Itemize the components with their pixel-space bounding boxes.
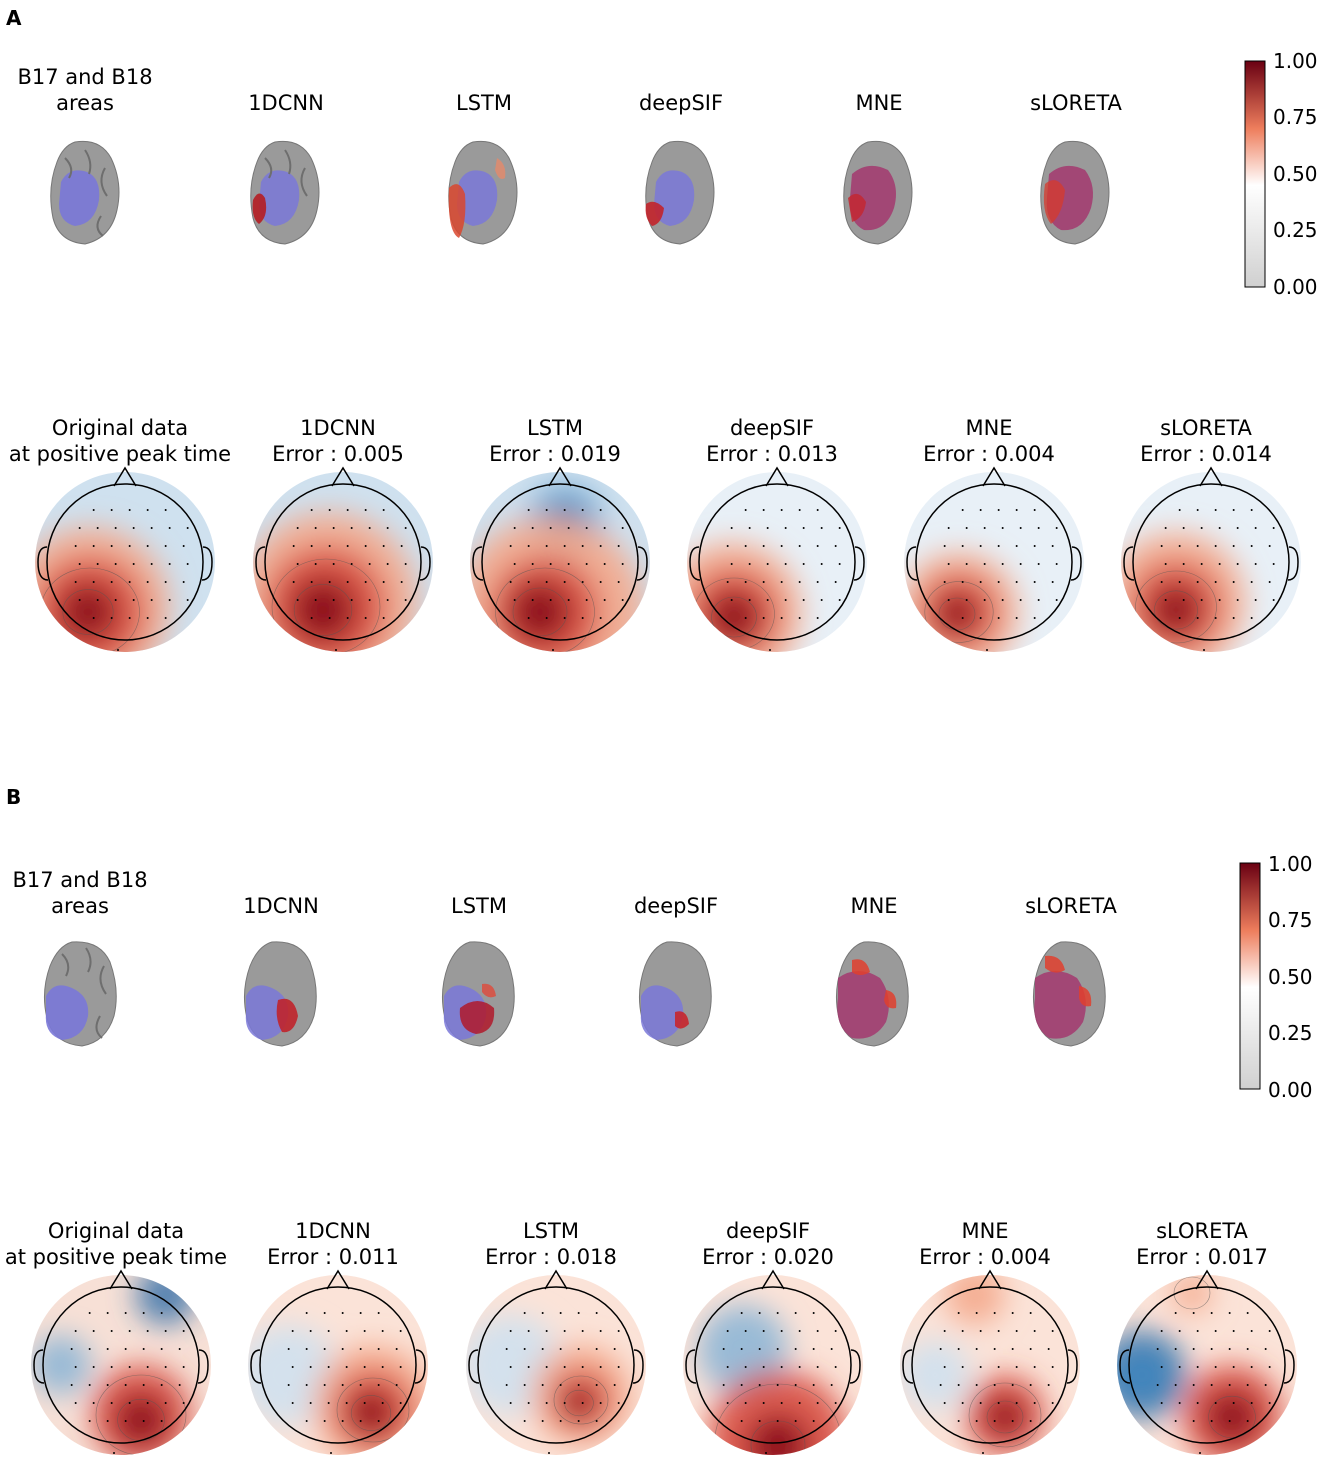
brain-title-sloreta: sLORETA xyxy=(1025,894,1117,918)
brain-ground-truth xyxy=(44,941,117,1047)
brain-sloreta xyxy=(1033,941,1106,1047)
topomap-lstm-a xyxy=(470,466,650,652)
brain-title-line1: B17 and B18 xyxy=(12,868,148,892)
brain-1dcnn xyxy=(244,941,317,1047)
topo-title-lstm: LSTM Error : 0.018 xyxy=(485,1218,617,1270)
colorbar-a-tick-4: 0.25 xyxy=(1273,218,1318,242)
topo-title-original: Original data at positive peak time xyxy=(9,415,231,467)
topo-title-original: Original data at positive peak time xyxy=(5,1218,227,1270)
topo-title-line2: Error : 0.017 xyxy=(1136,1245,1268,1269)
brain-title-line2: areas xyxy=(56,91,114,115)
topo-title-line1: sLORETA xyxy=(1160,416,1252,440)
topomap-1dcnn-a xyxy=(253,466,433,652)
topo-title-line1: MNE xyxy=(961,1219,1009,1243)
topomap-sloreta-b xyxy=(1117,1269,1297,1455)
brain-1dcnn xyxy=(250,140,320,245)
brain-title-sloreta: sLORETA xyxy=(1030,91,1122,115)
topo-title-deepsif: deepSIF Error : 0.013 xyxy=(706,415,838,467)
topo-title-line1: MNE xyxy=(965,416,1013,440)
brain-title-1dcnn: 1DCNN xyxy=(248,91,324,115)
brain-title-deepsif: deepSIF xyxy=(633,894,719,918)
brain-lstm xyxy=(442,941,515,1047)
brain-mne xyxy=(836,941,909,1047)
topo-title-line1: deepSIF xyxy=(729,416,815,440)
topo-title-line1: Original data xyxy=(47,1219,185,1243)
topo-title-sloreta: sLORETA Error : 0.014 xyxy=(1140,415,1272,467)
topo-title-line1: sLORETA xyxy=(1156,1219,1248,1243)
topo-title-line1: deepSIF xyxy=(725,1219,811,1243)
brain-lstm xyxy=(448,140,518,245)
brain-title-line1: B17 and B18 xyxy=(17,65,153,89)
topo-title-line1: 1DCNN xyxy=(295,1219,371,1243)
topo-title-line1: LSTM xyxy=(523,1219,579,1243)
topo-title-line2: at positive peak time xyxy=(4,1245,228,1269)
topo-title-line2: Error : 0.018 xyxy=(485,1245,617,1269)
topomap-1dcnn-b xyxy=(248,1269,428,1455)
topo-title-1dcnn: 1DCNN Error : 0.005 xyxy=(272,415,404,467)
topo-title-line1: LSTM xyxy=(527,416,583,440)
colorbar-a-tick-3: 0.50 xyxy=(1273,162,1318,186)
topo-title-sloreta: sLORETA Error : 0.017 xyxy=(1136,1218,1268,1270)
colorbar-a-tick-5: 0.00 xyxy=(1273,275,1318,299)
brain-title-lstm: LSTM xyxy=(451,894,507,918)
brain-title-deepsif: deepSIF xyxy=(638,91,724,115)
colorbar-b-tick-1: 1.00 xyxy=(1268,852,1313,876)
brain-title-line2: areas xyxy=(51,894,109,918)
topomap-mne-a xyxy=(904,466,1084,652)
topo-title-deepsif: deepSIF Error : 0.020 xyxy=(702,1218,834,1270)
brain-title-mne: MNE xyxy=(855,91,903,115)
colorbar-b xyxy=(1239,862,1261,1090)
topo-title-line2: Error : 0.014 xyxy=(1140,442,1272,466)
brain-mne xyxy=(843,140,913,245)
panel-label-b: B xyxy=(6,785,22,809)
topomap-original-b xyxy=(31,1269,211,1455)
colorbar-b-tick-5: 0.00 xyxy=(1268,1078,1313,1102)
topo-title-line2: Error : 0.005 xyxy=(272,442,404,466)
topo-title-line2: Error : 0.004 xyxy=(923,442,1055,466)
topo-title-line2: Error : 0.013 xyxy=(706,442,838,466)
colorbar-a xyxy=(1244,60,1266,288)
topo-title-mne: MNE Error : 0.004 xyxy=(923,415,1055,467)
colorbar-a-tick-1: 1.00 xyxy=(1273,49,1318,73)
topo-title-mne: MNE Error : 0.004 xyxy=(919,1218,1051,1270)
topo-title-1dcnn: 1DCNN Error : 0.011 xyxy=(267,1218,399,1270)
topo-title-line1: 1DCNN xyxy=(300,416,376,440)
colorbar-b-tick-3: 0.50 xyxy=(1268,965,1313,989)
topomap-lstm-b xyxy=(466,1269,646,1455)
brain-deepsif xyxy=(645,140,715,245)
topomap-sloreta-a xyxy=(1121,466,1301,652)
topo-title-line2: Error : 0.004 xyxy=(919,1245,1051,1269)
topo-title-lstm: LSTM Error : 0.019 xyxy=(489,415,621,467)
brain-deepsif xyxy=(639,941,712,1047)
brain-title-ground-truth: B17 and B18 areas xyxy=(17,64,152,116)
brain-title-lstm: LSTM xyxy=(456,91,512,115)
colorbar-b-tick-4: 0.25 xyxy=(1268,1021,1313,1045)
brain-sloreta xyxy=(1040,140,1110,245)
brain-title-1dcnn: 1DCNN xyxy=(243,894,319,918)
panel-label-a: A xyxy=(6,6,22,30)
topo-title-line1: Original data xyxy=(51,416,189,440)
brain-ground-truth xyxy=(50,140,120,245)
colorbar-a-tick-2: 0.75 xyxy=(1273,105,1318,129)
topomap-deepsif-b xyxy=(683,1269,863,1455)
topo-title-line2: at positive peak time xyxy=(8,442,232,466)
topomap-deepsif-a xyxy=(687,466,867,652)
topo-title-line2: Error : 0.011 xyxy=(267,1245,399,1269)
brain-title-ground-truth: B17 and B18 areas xyxy=(12,867,147,919)
colorbar-b-tick-2: 0.75 xyxy=(1268,908,1313,932)
topomap-mne-b xyxy=(900,1269,1080,1455)
topomap-original-a xyxy=(35,466,215,652)
brain-title-mne: MNE xyxy=(850,894,898,918)
topo-title-line2: Error : 0.020 xyxy=(702,1245,834,1269)
topo-title-line2: Error : 0.019 xyxy=(489,442,621,466)
